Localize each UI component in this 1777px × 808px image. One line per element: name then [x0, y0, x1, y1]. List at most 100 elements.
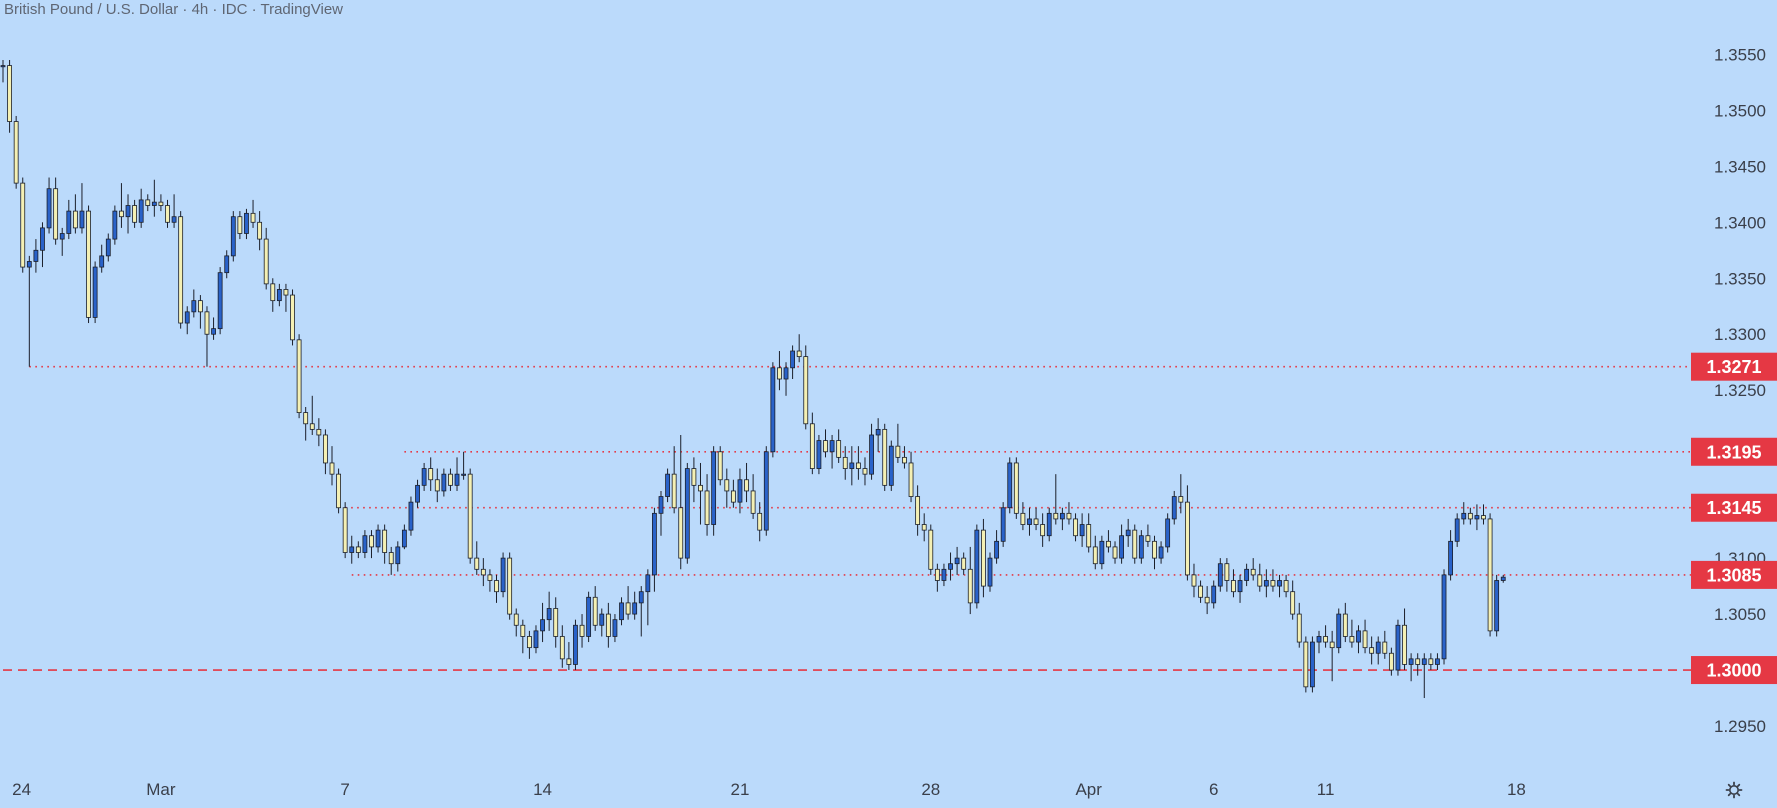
- candle-body: [632, 602, 638, 615]
- candle-body: [283, 289, 289, 296]
- candle-body: [744, 479, 749, 492]
- candle-body: [184, 311, 190, 324]
- candle-body: [750, 490, 756, 514]
- candle-body: [40, 227, 45, 251]
- candle: [362, 530, 368, 559]
- candle-body: [1237, 580, 1243, 593]
- candle: [1231, 569, 1236, 598]
- candle-body: [981, 529, 986, 587]
- candle: [105, 233, 111, 262]
- candle-body: [895, 445, 901, 458]
- candle: [342, 502, 348, 559]
- candle-body: [586, 596, 592, 637]
- candle-body: [849, 462, 855, 469]
- candle-body: [638, 591, 644, 604]
- candle-body: [349, 546, 355, 553]
- candle-body: [1336, 613, 1342, 649]
- candle: [967, 546, 973, 615]
- candle: [987, 552, 993, 592]
- candle-body: [1349, 636, 1355, 643]
- candle: [849, 446, 855, 486]
- candle-body: [592, 596, 598, 626]
- gear-icon[interactable]: [1722, 778, 1746, 802]
- candle-body: [1007, 462, 1013, 509]
- candle: [382, 524, 388, 564]
- candle: [1395, 619, 1401, 676]
- level-tag-bg: [1691, 437, 1777, 466]
- level-lines: [3, 365, 1777, 671]
- candle-body: [974, 529, 980, 604]
- candle: [151, 179, 157, 217]
- candle-body: [204, 311, 210, 335]
- candle: [92, 261, 98, 324]
- candle-body: [520, 624, 526, 637]
- candle: [1178, 474, 1184, 514]
- candle-body: [92, 266, 98, 318]
- candle-body: [1112, 546, 1118, 559]
- candle: [1092, 535, 1098, 570]
- y-tick-label: 1.3500: [1714, 101, 1766, 120]
- candle: [1033, 507, 1039, 531]
- candle: [1329, 630, 1335, 682]
- candle-body: [625, 602, 631, 615]
- candle-body: [954, 557, 960, 565]
- candle-body: [691, 468, 697, 486]
- x-tick-label: 11: [1317, 780, 1335, 799]
- candle: [619, 597, 624, 626]
- candle: [487, 569, 493, 592]
- candle-body: [1310, 641, 1315, 688]
- candle-body: [796, 350, 802, 358]
- candle-body: [513, 613, 519, 626]
- candle-body: [1487, 518, 1493, 632]
- candle: [408, 496, 414, 536]
- candle: [1086, 513, 1092, 553]
- candle: [750, 474, 756, 519]
- candle: [421, 462, 427, 491]
- candle-body: [882, 428, 888, 486]
- candle-body: [1408, 658, 1414, 665]
- candle: [1000, 502, 1006, 547]
- candle: [1388, 647, 1394, 676]
- candle-body: [1402, 624, 1407, 665]
- candle-body: [145, 199, 151, 206]
- candle: [1454, 513, 1460, 547]
- candle-body: [1040, 524, 1046, 537]
- candle-body: [191, 300, 197, 313]
- candle-body: [862, 468, 868, 475]
- candle-body: [1079, 524, 1085, 537]
- candle: [7, 59, 12, 133]
- candle-body: [434, 479, 440, 492]
- candle: [869, 423, 874, 480]
- candle-body: [112, 210, 118, 240]
- candle-body: [1013, 462, 1019, 514]
- candle-body: [467, 473, 473, 559]
- candle-body: [276, 289, 282, 302]
- candle: [1290, 580, 1296, 620]
- candle: [948, 552, 953, 581]
- candle-body: [1388, 652, 1394, 671]
- candle: [1303, 636, 1309, 693]
- candle: [915, 485, 921, 536]
- candle: [665, 468, 670, 503]
- candle: [638, 586, 644, 637]
- candle-body: [1178, 496, 1184, 503]
- candle-body: [494, 580, 499, 593]
- candle-body: [342, 507, 348, 553]
- candle: [777, 351, 782, 391]
- x-tick-label: 18: [1507, 780, 1526, 799]
- candle-body: [448, 473, 453, 486]
- candle: [230, 211, 236, 262]
- candle: [224, 250, 230, 279]
- candle-body: [1073, 518, 1078, 537]
- candle: [816, 434, 822, 475]
- candle: [671, 446, 677, 514]
- x-tick-label: 14: [533, 780, 552, 799]
- candle: [1020, 502, 1026, 531]
- candle: [1185, 485, 1190, 581]
- candle-body: [829, 440, 835, 453]
- candle-body: [790, 350, 795, 369]
- candle-body: [119, 210, 124, 218]
- candle: [809, 412, 815, 475]
